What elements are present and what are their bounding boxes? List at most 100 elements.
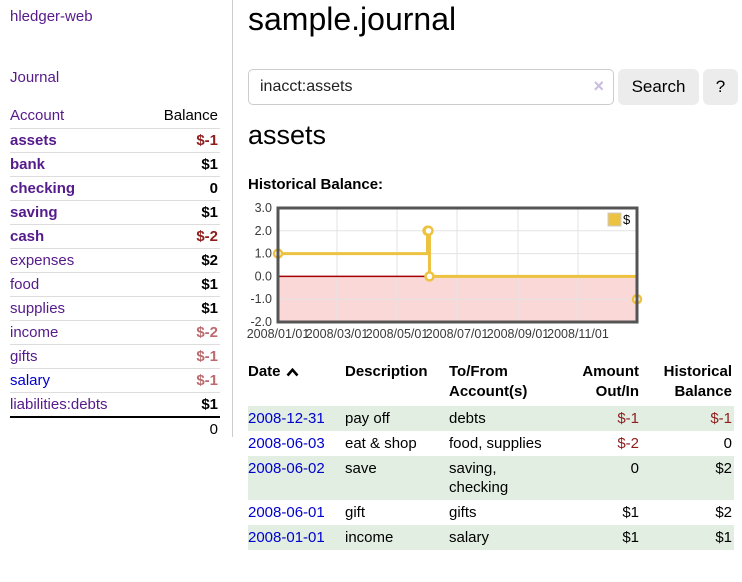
account-link[interactable]: gifts: [10, 348, 38, 365]
register-header-row: Date Description To/From Account(s) Amou…: [248, 360, 734, 406]
historical-balance-chart: 3.0 2.0 1.0 0.0 -1.0 -2.02008/01/012008/03/01…: [247, 201, 643, 341]
account-link[interactable]: expenses: [10, 252, 75, 269]
account-link[interactable]: liabilities:debts: [10, 396, 108, 413]
sidebar: hledger-web Journal Account Balance asse…: [0, 0, 233, 441]
transaction-date-link[interactable]: 2008-06-02: [248, 460, 325, 477]
transaction-balance: 0: [723, 435, 732, 452]
search-input[interactable]: [248, 69, 614, 105]
account-row: expenses $2: [10, 248, 220, 273]
account-row: supplies $1: [10, 296, 220, 321]
transaction-balance: $2: [715, 460, 732, 477]
legend-label: $: [623, 212, 631, 227]
data-point-marker: [424, 271, 435, 282]
y-tick-label: 3.0: [255, 201, 272, 215]
register-header-date[interactable]: Date: [248, 360, 345, 406]
y-tick-label: -2.0: [250, 315, 272, 329]
account-balance: $-2: [144, 320, 220, 345]
account-heading: assets: [248, 120, 327, 150]
account-link[interactable]: cash: [10, 228, 45, 245]
account-row: cash $-2: [10, 224, 220, 249]
account-link[interactable]: bank: [10, 156, 46, 173]
register-rows: 2008-12-31 pay off debts $-1 $-1 2008-06-03 ea…: [248, 406, 734, 550]
transaction-balance: $2: [715, 504, 732, 521]
x-tick-label: 2008/03/01: [306, 327, 369, 341]
account-balance: $1: [144, 296, 220, 321]
plot-border: [276, 206, 639, 324]
account-row: gifts $-1: [10, 344, 220, 369]
account-row: checking 0: [10, 176, 220, 201]
account-rows: assets $-1 bank $1 checking 0 saving $1 cash $-2 e…: [10, 128, 220, 417]
transaction-description: gift: [345, 504, 366, 521]
account-balance: $-1: [144, 128, 220, 153]
x-tick-label: 2008/07/01: [426, 327, 489, 341]
transaction-description: save: [345, 460, 377, 477]
search-button[interactable]: Search: [618, 69, 699, 105]
x-tick-label: 2008/09/01: [487, 327, 550, 341]
transaction-date-link[interactable]: 2008-06-01: [248, 504, 325, 521]
register-header-balance: Historical Balance: [663, 363, 732, 400]
account-row: salary $-1: [10, 368, 220, 393]
account-row: food $1: [10, 272, 220, 297]
transaction-accounts: salary: [449, 529, 490, 546]
account-balance: $1: [144, 152, 220, 177]
transaction-description: pay off: [345, 410, 390, 427]
register-row: 2008-06-03 eat & shop food, supplies $-2 0: [248, 431, 734, 456]
transaction-description: income: [345, 529, 394, 546]
account-balance: $-2: [144, 224, 220, 249]
register-table: Date Description To/From Account(s) Amou…: [248, 360, 734, 550]
register-header-date-label: Date: [248, 363, 281, 380]
account-balance: $1: [144, 272, 220, 297]
sort-ascending-icon: [286, 367, 298, 377]
accounts-table: Account Balance assets $-1 bank $1 checking 0…: [10, 103, 220, 441]
register-row: 2008-06-01 gift gifts $1 $2: [248, 500, 734, 525]
accounts-header-account[interactable]: Account: [10, 107, 65, 124]
account-link[interactable]: saving: [10, 204, 58, 221]
transaction-balance: $-1: [710, 410, 732, 427]
account-balance: $-1: [144, 368, 220, 393]
account-row: assets $-1: [10, 128, 220, 153]
account-balance: $2: [144, 248, 220, 273]
register-row: 2008-06-02 save saving, checking 0 $2: [248, 456, 734, 500]
transaction-date-link[interactable]: 2008-12-31: [248, 410, 325, 427]
register-header-description: Description: [345, 363, 428, 380]
transaction-accounts: food, supplies: [449, 435, 542, 452]
register-header-amount: Amount Out/In: [582, 363, 639, 400]
chart-title: Historical Balance:: [248, 176, 384, 193]
x-tick-label: 2008/01/01: [247, 327, 310, 341]
y-tick-label: -1.0: [250, 292, 272, 306]
account-link[interactable]: food: [10, 276, 40, 293]
y-tick-label: 2.0: [255, 224, 272, 238]
account-link[interactable]: supplies: [10, 300, 66, 317]
transaction-amount: $1: [622, 529, 639, 546]
account-balance: $-1: [144, 344, 220, 369]
accounts-header-balance: Balance: [163, 107, 218, 124]
data-point-marker: [423, 225, 434, 237]
sidebar-item-journal[interactable]: Journal: [10, 69, 60, 86]
accounts-total-row: 0: [10, 416, 220, 441]
transaction-date-link[interactable]: 2008-06-03: [248, 435, 325, 452]
transaction-amount: $1: [622, 504, 639, 521]
app-brand-link[interactable]: hledger-web: [10, 8, 93, 25]
account-balance: 0: [144, 176, 220, 201]
clear-search-icon[interactable]: ×: [593, 76, 604, 96]
account-link[interactable]: checking: [10, 180, 76, 197]
transaction-amount: $-2: [617, 435, 639, 452]
transaction-amount: 0: [630, 460, 639, 477]
account-link[interactable]: assets: [10, 132, 57, 149]
account-link[interactable]: salary: [10, 372, 51, 389]
main-content: sample.journal × Search ? assets Histori…: [247, 0, 742, 582]
register-row: 2008-01-01 income salary $1 $1: [248, 525, 734, 550]
x-tick-label: 2008/11/01: [547, 327, 609, 341]
account-row: saving $1: [10, 200, 220, 225]
transaction-balance: $1: [715, 529, 732, 546]
account-row: liabilities:debts $1: [10, 392, 220, 417]
help-button[interactable]: ?: [703, 69, 738, 105]
y-tick-label: 1.0: [255, 247, 272, 261]
account-row: bank $1: [10, 152, 220, 177]
transaction-date-link[interactable]: 2008-01-01: [248, 529, 325, 546]
account-link[interactable]: income: [10, 324, 59, 341]
account-balance: $1: [144, 392, 220, 417]
x-tick-label: 2008/05/01: [366, 327, 429, 341]
transaction-accounts: saving, checking: [449, 460, 509, 496]
transaction-accounts: debts: [449, 410, 486, 427]
